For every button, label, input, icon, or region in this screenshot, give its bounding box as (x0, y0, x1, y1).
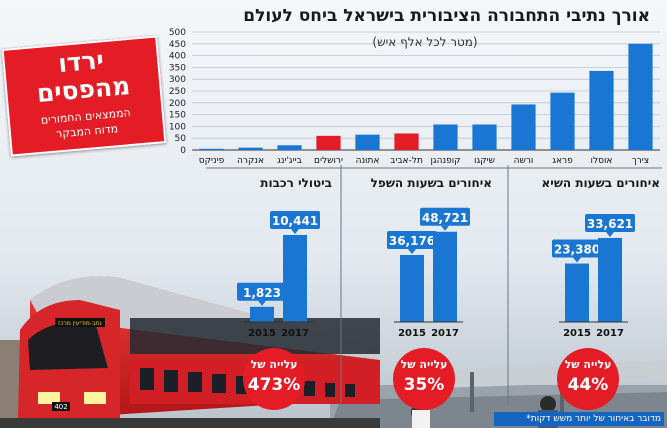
x-tick-label: 2015 (248, 328, 276, 339)
value-label-pointer (606, 231, 614, 237)
value-label: 33,621 (587, 217, 633, 231)
bar (238, 147, 263, 150)
bar (433, 231, 457, 322)
y-tick-label: 200 (169, 99, 186, 109)
change-circle-cancel: עלייה של 473% (243, 348, 305, 410)
svg-text:402: 402 (54, 403, 67, 411)
panel-title-cancel: ביטולי רכבות (260, 176, 332, 190)
bar (628, 43, 653, 150)
y-tick-label: 350 (169, 63, 186, 73)
change-value: 44% (567, 375, 609, 395)
value-label-box (420, 207, 470, 226)
change-circle-offpeak: עלייה של 35% (393, 348, 455, 410)
change-label: עלייה של (564, 358, 612, 371)
y-tick-label: 50 (175, 134, 187, 144)
value-label-box (270, 210, 320, 229)
value-label: 10,441 (272, 214, 318, 228)
x-tick-label: פראג (552, 156, 573, 166)
value-label-box (237, 282, 287, 301)
x-tick-label: תל-אביב (390, 156, 423, 166)
delay-panels: 23,380 2015 33,621 2017 36,176 2015 48,721 2017… (237, 207, 635, 339)
x-tick-label: צירך (632, 156, 649, 166)
bar (472, 124, 497, 150)
value-label: 23,380 (554, 243, 600, 257)
footnote: *מדובר באיחור של יותר משש דקות (494, 412, 664, 426)
value-label-pointer (258, 300, 266, 306)
y-tick-label: 250 (169, 87, 186, 97)
svg-text:נתב-מודיעין מרכז: נתב-מודיעין מרכז (58, 320, 102, 327)
y-tick-label: 0 (180, 146, 186, 156)
change-circle-peak: עלייה של 44% (557, 348, 619, 410)
y-tick-label: 500 (169, 28, 186, 38)
x-tick-label: ורשה (514, 156, 534, 166)
y-tick-label: 300 (169, 75, 186, 85)
x-tick-label: אנקרה (237, 156, 264, 166)
panel-title-peak: איחורים בשעות השיא (541, 176, 660, 190)
value-label-pointer (573, 257, 581, 263)
chart-subtitle: (מטר לכל אלף איש) (372, 35, 478, 49)
bar (277, 145, 302, 150)
x-tick-label: 2015 (563, 328, 591, 339)
change-label: עלייה של (400, 358, 448, 371)
value-label-box (552, 239, 602, 258)
value-label-pointer (408, 249, 416, 255)
chart-title: אורך נתיבי התחבורה הציבורית בישראל ביחס … (243, 6, 650, 26)
x-tick-label: 2017 (281, 328, 309, 339)
bar (394, 133, 419, 150)
x-tick-label: ירושלים (314, 156, 343, 166)
bar (550, 92, 575, 150)
change-value: 473% (247, 375, 301, 395)
value-label: 48,721 (422, 211, 468, 225)
change-label: עלייה של (250, 358, 298, 371)
value-label: 36,176 (389, 234, 435, 248)
bar (589, 70, 614, 150)
x-tick-label: 2015 (398, 328, 426, 339)
y-tick-label: 400 (169, 52, 186, 62)
x-tick-label: שיקגו (474, 156, 495, 166)
x-tick-label: 2017 (431, 328, 459, 339)
bar-chart-world: 050100150200250300350400450500צירךאוסלופ… (169, 28, 660, 166)
x-tick-label: אוסלו (591, 156, 613, 166)
x-tick-label: פיניקס (199, 156, 225, 166)
bar (316, 135, 341, 150)
x-tick-label: קופנהגן (430, 156, 460, 166)
bar (355, 134, 380, 150)
headline-badge: ירדו מהפסים הממצאים החמורים מדוח המבקר (1, 35, 167, 157)
bar (283, 234, 307, 322)
bar (433, 124, 458, 150)
value-label: 1,823 (243, 286, 281, 300)
bar (250, 306, 274, 322)
value-label-pointer (291, 228, 299, 234)
bar (199, 148, 224, 150)
y-tick-label: 450 (169, 40, 186, 50)
y-tick-label: 150 (169, 111, 186, 121)
x-tick-label: 2017 (596, 328, 624, 339)
change-value: 35% (403, 375, 445, 395)
x-tick-label: בייג'ינג (277, 156, 302, 166)
bar (565, 263, 589, 322)
bar (400, 255, 424, 322)
x-tick-label: אתונה (356, 156, 380, 166)
panel-title-offpeak: איחורים בשעות השפל (370, 176, 492, 190)
value-label-box (585, 213, 635, 232)
y-tick-label: 100 (169, 122, 186, 132)
bar (511, 104, 536, 150)
bar (598, 237, 622, 322)
value-label-pointer (441, 225, 449, 231)
value-label-box (387, 231, 437, 250)
